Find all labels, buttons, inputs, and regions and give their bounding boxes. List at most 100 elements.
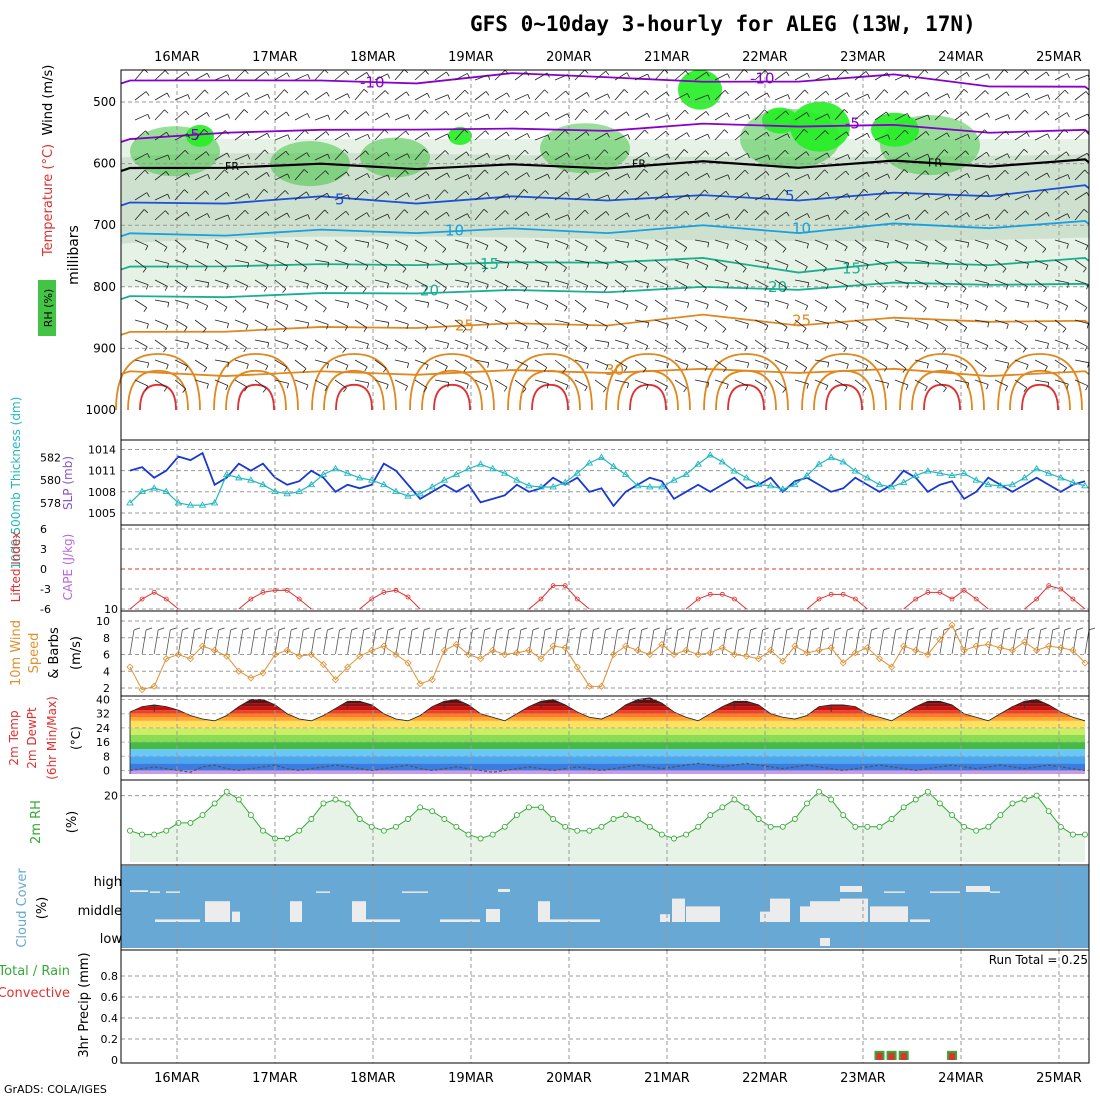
rh2m-point xyxy=(1009,800,1016,807)
rh2m-point xyxy=(1082,831,1088,838)
wind-barb xyxy=(254,319,268,327)
wind-barb xyxy=(544,89,549,94)
wind-barb xyxy=(484,346,488,352)
wind-barb xyxy=(734,130,746,141)
wind-barb xyxy=(207,213,210,219)
wind-barb xyxy=(824,346,828,351)
wind-barb xyxy=(734,113,748,121)
wind-barb xyxy=(387,322,390,328)
axis-label-thickness: 1000-500mb Thickness (dm) xyxy=(9,397,23,570)
wind-barb xyxy=(554,214,569,221)
wind-speed-point xyxy=(875,655,884,663)
wind-barb xyxy=(645,345,649,351)
wind-barb xyxy=(544,266,548,271)
wind-barb xyxy=(147,114,151,120)
cloud-cover-bar xyxy=(672,898,685,922)
wind-barb xyxy=(134,113,148,121)
wind-barb xyxy=(944,325,948,331)
temperature-contour xyxy=(923,383,961,411)
wind-barb xyxy=(214,279,229,285)
wind-barb xyxy=(834,154,849,161)
thickness-point xyxy=(1020,474,1029,481)
wind-barb xyxy=(226,152,230,158)
wind-speed-point xyxy=(428,676,436,684)
thickness-point xyxy=(355,474,364,481)
wind-barb xyxy=(847,262,850,268)
wind-barb xyxy=(683,149,689,154)
wind-barb xyxy=(165,171,170,176)
thickness-point xyxy=(331,464,340,472)
wind-barb xyxy=(224,169,229,174)
wind-barb xyxy=(246,363,249,369)
wind-barb xyxy=(746,629,751,655)
lifted-index-point xyxy=(961,587,967,593)
wind-barb xyxy=(854,189,865,201)
x-tick-label-bottom: 20MAR xyxy=(546,1071,592,1086)
wind-barb xyxy=(754,109,765,121)
wind-barb xyxy=(314,279,329,286)
wind-barb xyxy=(547,173,551,179)
wind-barb xyxy=(174,133,188,141)
axis-label-lifted-index: Lifted Index xyxy=(9,532,23,603)
wind-barb xyxy=(414,70,426,81)
wind-barb xyxy=(394,239,408,247)
thickness-point xyxy=(283,489,291,497)
wind-barb xyxy=(724,266,728,272)
wind-barb xyxy=(974,213,988,221)
pressure-tick-label: 500 xyxy=(93,95,116,109)
wind-barb xyxy=(906,152,910,158)
wind-barb xyxy=(1014,239,1028,248)
thickness-point xyxy=(452,470,461,477)
wind-speed-point xyxy=(319,660,327,669)
x-tick-label-top: 17MAR xyxy=(252,50,298,65)
wind-barb xyxy=(707,133,711,139)
wind-speed-point xyxy=(501,650,509,659)
cloud-cover-background xyxy=(121,866,1089,948)
rh2m-point xyxy=(562,823,569,830)
temperature-contour-label: -10 xyxy=(750,70,775,88)
wind-barb xyxy=(514,339,529,344)
wind-barb xyxy=(254,359,268,367)
wind-barb xyxy=(694,94,709,101)
thickness-point xyxy=(609,462,618,469)
wind-barb xyxy=(854,339,869,344)
wind-speed-point xyxy=(489,646,497,654)
rh2m-point xyxy=(1033,792,1040,799)
wind-barb xyxy=(834,359,849,365)
wind-barb xyxy=(407,153,410,159)
rh2m-point xyxy=(223,788,230,795)
temp-band xyxy=(130,706,1085,711)
wind-barb xyxy=(223,267,227,273)
wind-barb xyxy=(642,368,647,373)
wind-barb xyxy=(1004,346,1008,352)
wind-barb xyxy=(714,129,725,141)
wind-barb xyxy=(687,302,690,308)
wind-barb xyxy=(894,379,909,386)
wind-barb xyxy=(214,191,227,201)
wind-barb xyxy=(884,89,889,94)
wind-barb xyxy=(414,319,428,327)
wind-barb xyxy=(954,189,966,201)
temperature-contour-label: FR xyxy=(928,156,942,169)
wind-barb xyxy=(663,307,667,313)
wind-barb xyxy=(434,189,445,201)
wind-barb xyxy=(764,109,769,114)
rh2m-point xyxy=(755,816,762,822)
wind-barb xyxy=(294,379,309,386)
wind-barb xyxy=(614,359,628,368)
wind-barb xyxy=(133,627,141,631)
wind-barb xyxy=(1048,629,1054,655)
wind-barb xyxy=(1006,192,1010,198)
wind-barb xyxy=(487,74,491,80)
wind-barb xyxy=(879,629,884,655)
wind-barb xyxy=(634,339,648,347)
thickness-point xyxy=(633,481,642,489)
wind-speed-point xyxy=(440,646,448,654)
wind-barb xyxy=(894,259,907,268)
wind-barb xyxy=(327,114,331,120)
wind-barb xyxy=(915,629,921,655)
temperature-contour xyxy=(335,383,373,411)
axis-label-2m-rh: 2m RH xyxy=(29,800,44,844)
wind-barb xyxy=(322,307,327,313)
wind-speed-point xyxy=(174,650,182,659)
